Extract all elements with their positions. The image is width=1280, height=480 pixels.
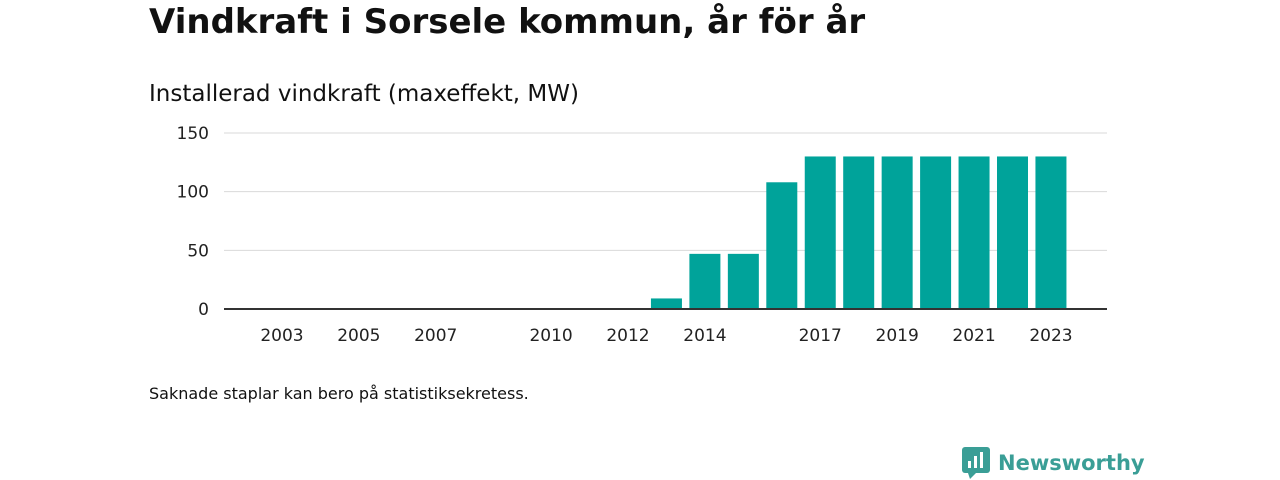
x-tick-label: 2014 [683,326,726,346]
chart-title: Vindkraft i Sorsele kommun, år för år [149,2,866,42]
y-tick-label: 100 [177,183,209,203]
bar-2021 [958,156,990,309]
y-tick-label: 0 [198,300,209,320]
y-tick-label: 50 [187,241,209,261]
bar-2022 [997,156,1028,309]
x-tick-label: 2005 [337,326,380,346]
bar-2018 [843,156,875,309]
y-tick-label: 150 [177,124,209,144]
brand-logo: Newsworthy [962,446,1145,480]
bar-2017 [804,156,836,309]
x-tick-label: 2012 [606,326,649,346]
x-tick-label: 2021 [952,326,995,346]
x-tick-label: 2019 [876,326,919,346]
x-tick-label: 2007 [414,326,457,346]
bar-2020 [920,156,952,309]
x-tick-label: 2003 [260,326,303,346]
chart-subtitle: Installerad vindkraft (maxeffekt, MW) [149,81,579,107]
bar-chart: 0 50 100 150 2003 2005 2007 2010 2012 2014 2017 201… [177,124,1107,346]
bar-2019 [881,156,913,309]
bar-2015 [727,253,759,309]
bar-2014 [689,253,721,309]
bar-2023 [1035,156,1067,309]
bar-2013 [650,298,682,309]
newsworthy-logo-icon [962,447,990,479]
x-tick-label: 2017 [799,326,842,346]
footnote: Saknade staplar kan bero på statistiksek… [149,384,529,403]
x-tick-label: 2010 [529,326,572,346]
brand-name: Newsworthy [998,451,1145,475]
x-tick-label: 2023 [1029,326,1072,346]
bar-2016 [766,182,798,309]
